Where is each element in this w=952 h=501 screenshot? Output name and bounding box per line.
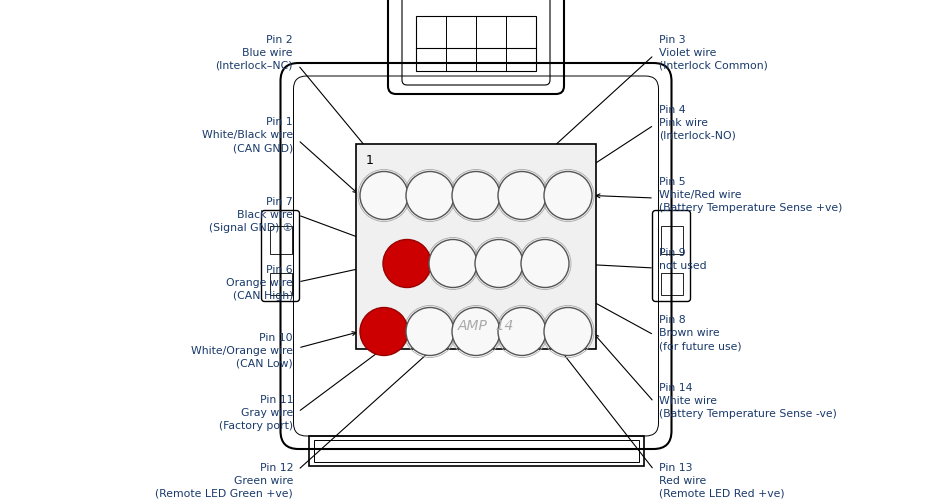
Bar	[416, 16, 536, 71]
Text: (CAN Low): (CAN Low)	[236, 359, 293, 369]
Text: Blue wire: Blue wire	[243, 48, 293, 58]
Text: (Remote LED Green +ve): (Remote LED Green +ve)	[155, 489, 293, 499]
Text: (for future use): (for future use)	[659, 341, 742, 351]
Text: Brown wire: Brown wire	[659, 328, 720, 338]
Text: White wire: White wire	[659, 396, 717, 406]
Ellipse shape	[498, 171, 546, 219]
Bar	[661, 273, 683, 295]
Ellipse shape	[406, 308, 454, 356]
Text: (Interlock-NO): (Interlock-NO)	[659, 131, 736, 141]
Ellipse shape	[475, 239, 523, 288]
Ellipse shape	[521, 239, 569, 288]
Bar	[269, 226, 291, 254]
Ellipse shape	[544, 171, 592, 219]
Ellipse shape	[544, 308, 592, 356]
Bar	[313, 440, 639, 462]
Ellipse shape	[383, 239, 431, 288]
Text: Pin 6: Pin 6	[267, 265, 293, 275]
Ellipse shape	[360, 308, 408, 356]
Ellipse shape	[406, 171, 454, 219]
Bar	[356, 143, 596, 349]
Bar	[661, 226, 683, 254]
Text: Black wire: Black wire	[237, 210, 293, 220]
Text: White/Orange wire: White/Orange wire	[191, 346, 293, 356]
Text: Pin 4: Pin 4	[659, 105, 685, 115]
Text: Pin 13: Pin 13	[659, 463, 692, 473]
Text: (Remote LED Red +ve): (Remote LED Red +ve)	[659, 489, 784, 499]
Text: Pin 5: Pin 5	[659, 177, 685, 187]
Bar	[308, 436, 644, 466]
Text: Pin 7: Pin 7	[267, 197, 293, 207]
Text: Pin 10: Pin 10	[259, 333, 293, 343]
Ellipse shape	[452, 171, 500, 219]
Text: Gray wire: Gray wire	[241, 408, 293, 418]
Bar	[269, 273, 291, 295]
Text: (Interlock Common): (Interlock Common)	[659, 61, 768, 71]
Text: Pin 14: Pin 14	[659, 383, 692, 393]
Text: Red wire: Red wire	[659, 476, 706, 486]
Text: (Interlock–NC): (Interlock–NC)	[215, 61, 293, 71]
Text: Pin 2: Pin 2	[267, 35, 293, 45]
Text: White/Red wire: White/Red wire	[659, 190, 742, 200]
Text: White/Black wire: White/Black wire	[202, 130, 293, 140]
Text: Pin 1: Pin 1	[267, 117, 293, 127]
Ellipse shape	[429, 239, 477, 288]
Text: Pin 11: Pin 11	[260, 395, 293, 405]
Text: Pin 12: Pin 12	[260, 463, 293, 473]
Text: Violet wire: Violet wire	[659, 48, 716, 58]
Text: Orange wire: Orange wire	[227, 278, 293, 288]
Ellipse shape	[360, 171, 408, 219]
Text: Pin 8: Pin 8	[659, 315, 685, 325]
Text: (Factory port): (Factory port)	[219, 421, 293, 431]
Text: (CAN GND): (CAN GND)	[232, 143, 293, 153]
Text: Pin 9: Pin 9	[659, 247, 685, 258]
Text: (Battery Temperature Sense -ve): (Battery Temperature Sense -ve)	[659, 409, 837, 419]
Text: Pin 3: Pin 3	[659, 35, 685, 45]
Text: Pink wire: Pink wire	[659, 118, 708, 128]
Text: (CAN High): (CAN High)	[232, 291, 293, 301]
Ellipse shape	[498, 308, 546, 356]
Ellipse shape	[452, 308, 500, 356]
Text: not used: not used	[659, 261, 706, 271]
Text: Green wire: Green wire	[233, 476, 293, 486]
Text: AMP  14: AMP 14	[458, 320, 514, 334]
Text: (Signal GND) ①: (Signal GND) ①	[209, 223, 293, 233]
Text: 1: 1	[366, 153, 374, 166]
Text: (Battery Temperature Sense +ve): (Battery Temperature Sense +ve)	[659, 203, 843, 213]
